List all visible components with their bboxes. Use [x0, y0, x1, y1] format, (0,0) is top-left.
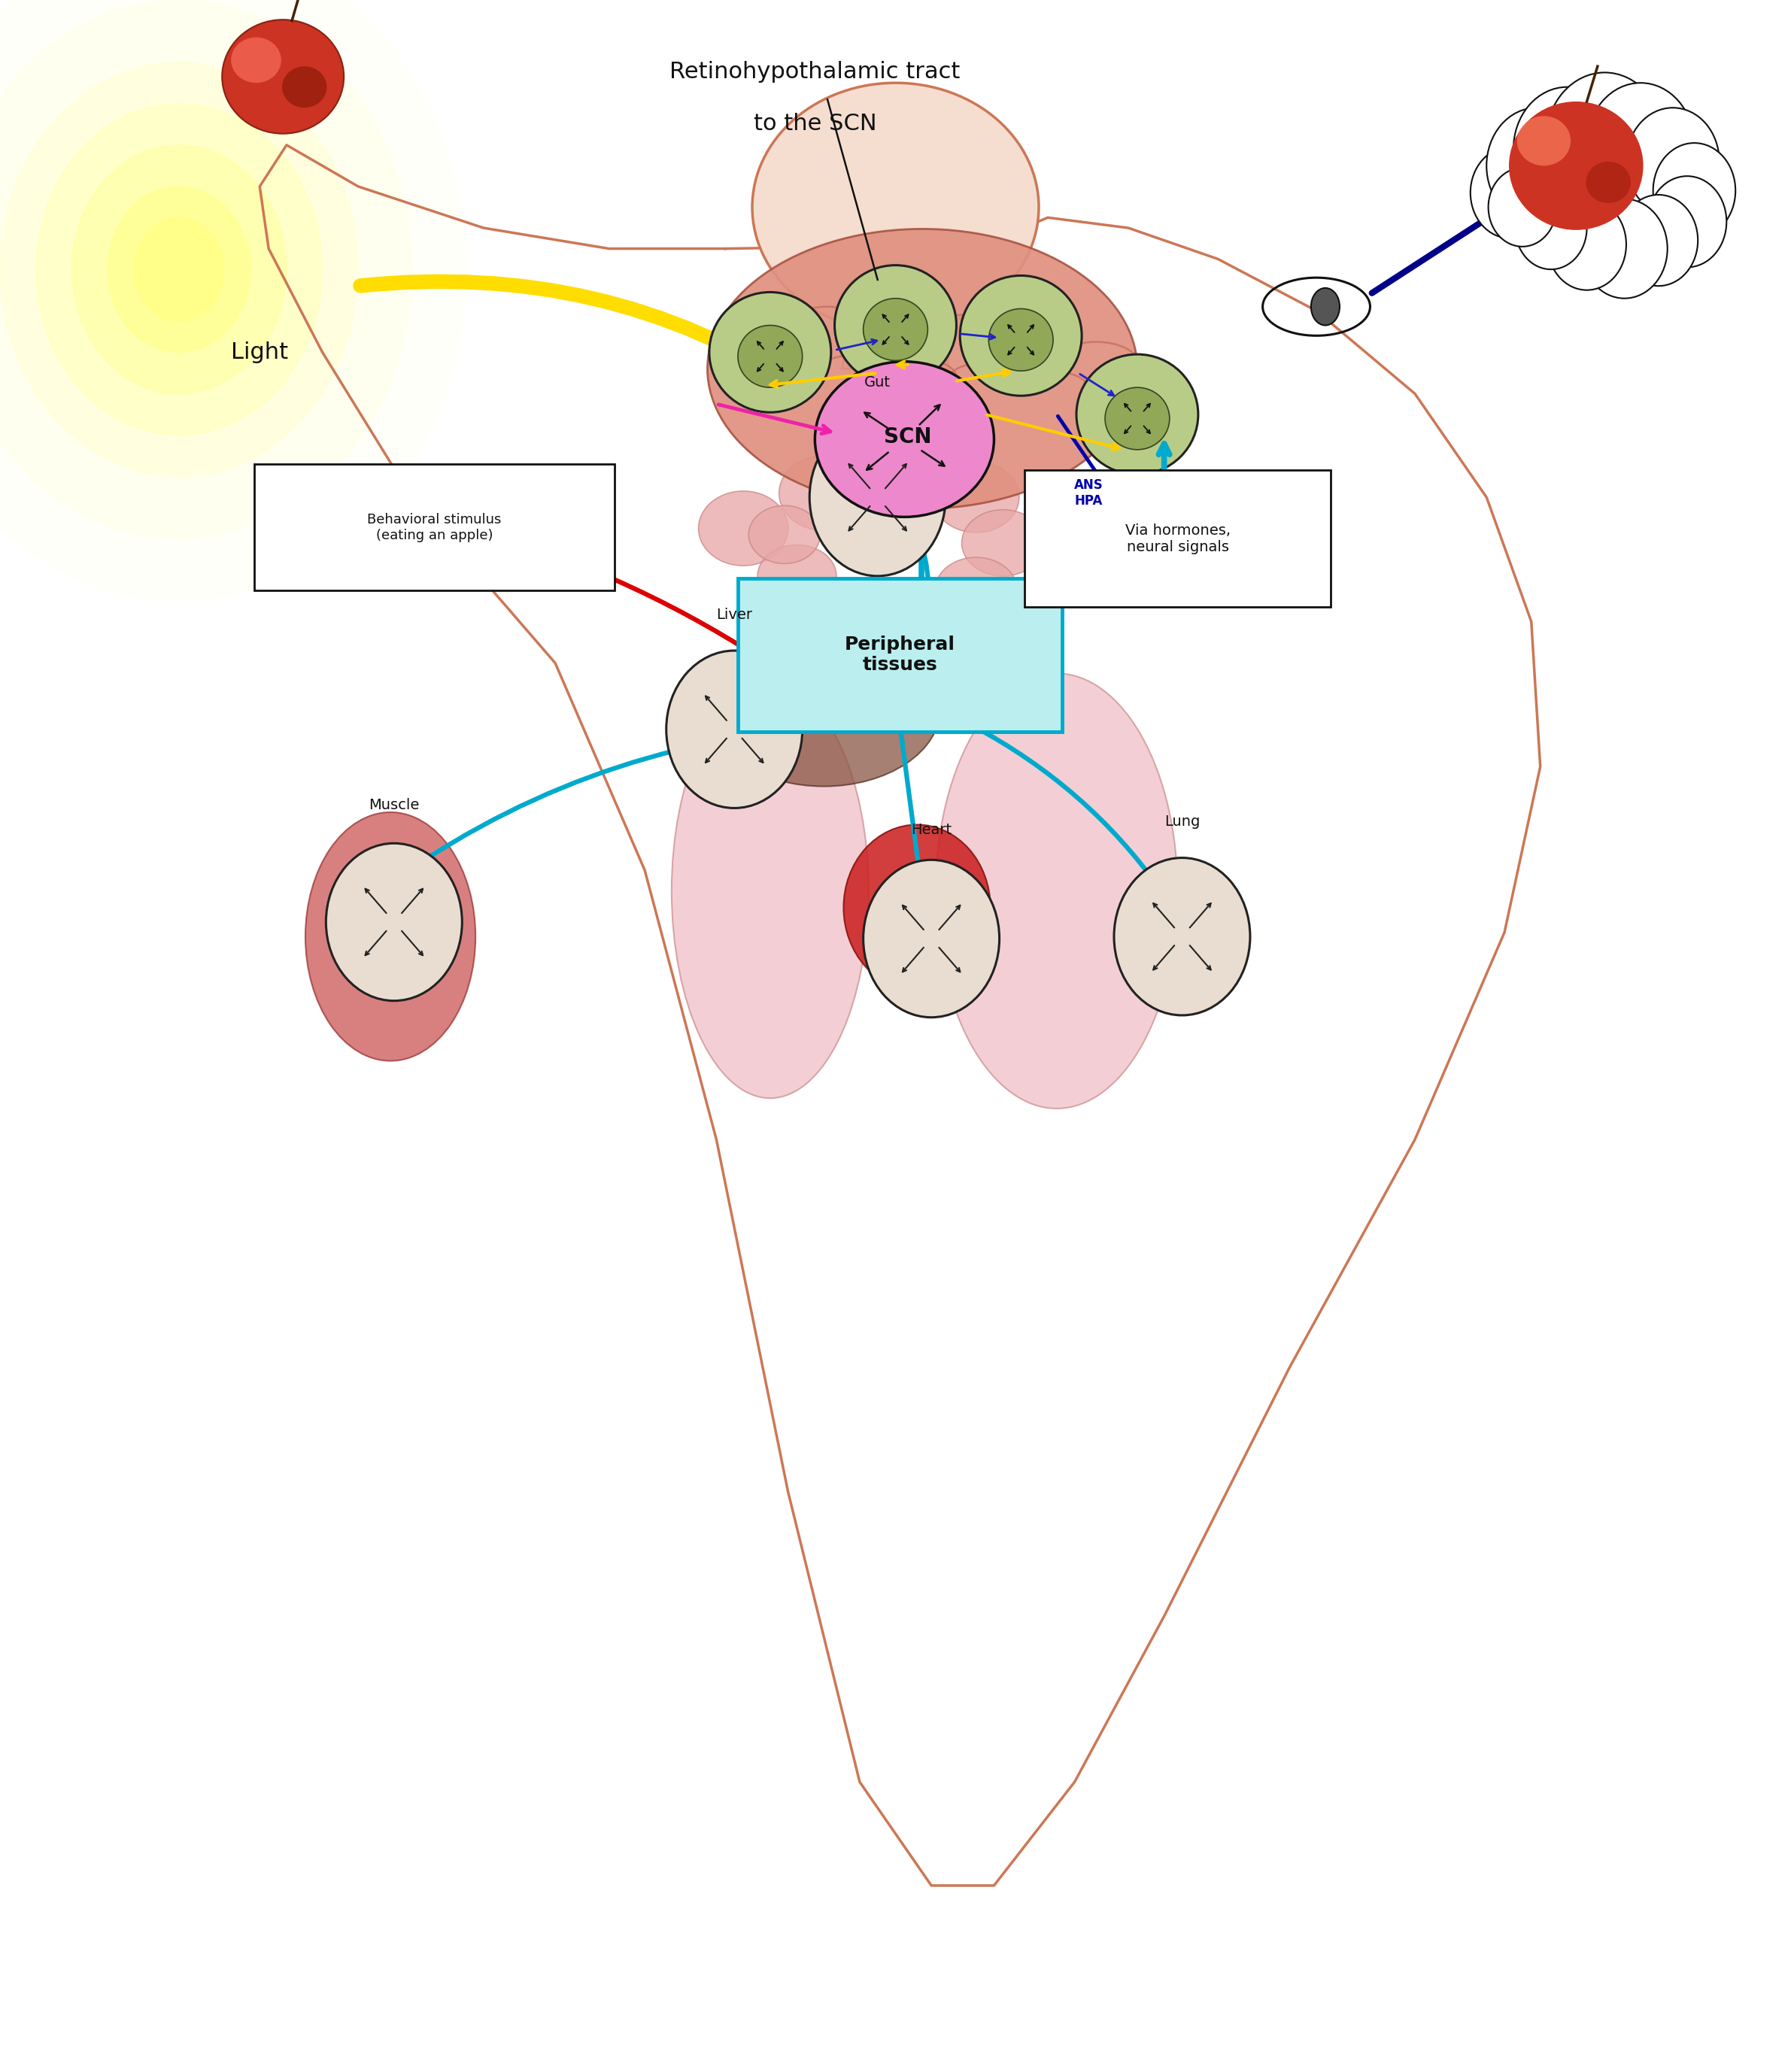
Ellipse shape: [1581, 199, 1667, 298]
Ellipse shape: [960, 276, 1082, 396]
Ellipse shape: [792, 578, 874, 644]
Ellipse shape: [707, 632, 940, 787]
Ellipse shape: [0, 62, 358, 477]
Text: Gut: Gut: [865, 375, 890, 390]
Text: Liver: Liver: [716, 607, 752, 622]
Ellipse shape: [1517, 116, 1571, 166]
Ellipse shape: [281, 66, 326, 108]
Ellipse shape: [844, 825, 990, 990]
Ellipse shape: [304, 812, 475, 1061]
Ellipse shape: [989, 309, 1053, 371]
Ellipse shape: [1619, 195, 1698, 286]
Ellipse shape: [890, 584, 973, 651]
Ellipse shape: [933, 462, 1019, 533]
Polygon shape: [842, 325, 949, 369]
Ellipse shape: [1487, 108, 1587, 224]
Ellipse shape: [738, 325, 802, 387]
Ellipse shape: [1546, 73, 1664, 209]
Text: Retinohypothalamic tract: Retinohypothalamic tract: [670, 60, 960, 83]
FancyBboxPatch shape: [738, 578, 1062, 731]
Text: ANS
HPA: ANS HPA: [1075, 479, 1103, 508]
Ellipse shape: [1587, 162, 1630, 203]
Ellipse shape: [666, 651, 802, 808]
Text: Peripheral
tissues: Peripheral tissues: [845, 636, 955, 673]
Ellipse shape: [962, 510, 1044, 576]
FancyBboxPatch shape: [254, 464, 614, 591]
Ellipse shape: [1547, 199, 1626, 290]
Ellipse shape: [707, 230, 1137, 510]
Ellipse shape: [935, 673, 1177, 1109]
Ellipse shape: [36, 104, 322, 435]
Ellipse shape: [222, 21, 344, 135]
Ellipse shape: [107, 186, 251, 352]
Ellipse shape: [815, 363, 994, 518]
Ellipse shape: [935, 557, 1017, 624]
Ellipse shape: [1626, 108, 1719, 215]
Ellipse shape: [1488, 168, 1556, 247]
Text: Muscle: Muscle: [369, 798, 419, 812]
Ellipse shape: [1311, 288, 1340, 325]
Ellipse shape: [863, 860, 999, 1017]
Ellipse shape: [946, 597, 1017, 655]
Ellipse shape: [254, 68, 326, 126]
Ellipse shape: [1653, 143, 1735, 238]
Ellipse shape: [1587, 83, 1694, 207]
Ellipse shape: [1648, 176, 1727, 267]
Ellipse shape: [910, 628, 989, 690]
Ellipse shape: [799, 628, 878, 690]
Text: Via hormones,
neural signals: Via hormones, neural signals: [1125, 524, 1230, 553]
Ellipse shape: [1513, 87, 1621, 211]
Ellipse shape: [1105, 387, 1170, 450]
Text: Lung: Lung: [1164, 814, 1200, 829]
Ellipse shape: [890, 872, 935, 918]
Ellipse shape: [1076, 354, 1198, 474]
Ellipse shape: [672, 684, 869, 1098]
Ellipse shape: [758, 545, 836, 607]
Text: to the SCN: to the SCN: [754, 112, 876, 135]
Ellipse shape: [326, 843, 462, 1001]
Ellipse shape: [72, 145, 287, 394]
Ellipse shape: [810, 419, 946, 576]
Ellipse shape: [752, 83, 1039, 332]
Ellipse shape: [863, 298, 928, 361]
Ellipse shape: [1515, 186, 1587, 269]
Ellipse shape: [835, 265, 956, 385]
Ellipse shape: [1470, 147, 1549, 238]
Ellipse shape: [231, 37, 281, 83]
Text: Light: Light: [231, 342, 288, 363]
Ellipse shape: [856, 636, 935, 698]
FancyBboxPatch shape: [1024, 470, 1331, 607]
Text: SCN: SCN: [885, 427, 931, 448]
Ellipse shape: [0, 0, 412, 539]
Ellipse shape: [709, 292, 831, 412]
Ellipse shape: [134, 218, 224, 321]
Ellipse shape: [840, 593, 922, 659]
Ellipse shape: [1114, 858, 1250, 1015]
Text: Behavioral stimulus
(eating an apple): Behavioral stimulus (eating an apple): [367, 512, 501, 543]
Ellipse shape: [779, 456, 869, 530]
Ellipse shape: [860, 443, 949, 518]
Ellipse shape: [698, 491, 788, 566]
Text: Heart: Heart: [912, 823, 951, 837]
Ellipse shape: [1508, 102, 1642, 230]
Ellipse shape: [749, 506, 820, 564]
